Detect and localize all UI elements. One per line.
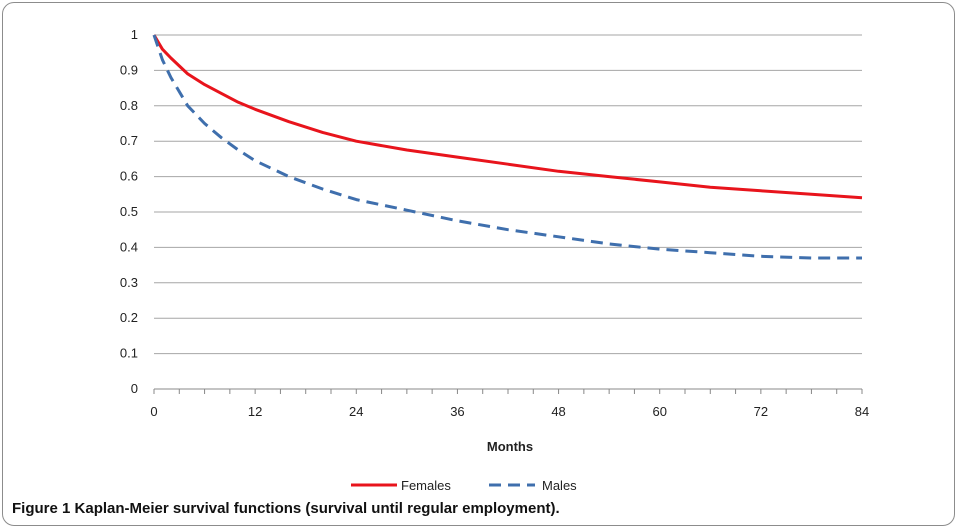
axes xyxy=(153,388,863,394)
y-tick-label: 0.2 xyxy=(120,310,138,325)
figure-caption-label: Figure 1 xyxy=(12,500,71,517)
x-tick-label: 72 xyxy=(754,404,768,419)
legend-label-females: Females xyxy=(401,478,451,493)
y-tick-label: 0 xyxy=(131,381,138,396)
x-tick-labels: 0 12 24 36 48 60 72 84 xyxy=(150,404,869,419)
x-tick-label: 48 xyxy=(551,404,565,419)
series-line-females xyxy=(152,34,863,200)
y-tick-label: 0.6 xyxy=(120,169,138,184)
series-line-males xyxy=(152,34,862,260)
y-tick-label: 1 xyxy=(131,27,138,42)
figure-caption-text: Kaplan-Meier survival functions (surviva… xyxy=(74,500,560,517)
x-tick-label: 84 xyxy=(855,404,869,419)
y-tick-label: 0.4 xyxy=(120,239,138,254)
legend-label-males: Males xyxy=(542,478,577,493)
x-tick-label: 24 xyxy=(349,404,363,419)
y-tick-label: 0.5 xyxy=(120,204,138,219)
legend: Females Males xyxy=(351,478,577,493)
x-tick-label: 12 xyxy=(248,404,262,419)
x-axis-title: Months xyxy=(487,439,533,454)
x-tick-label: 60 xyxy=(652,404,666,419)
survival-chart: 0 0.1 0.2 0.3 0.4 0.5 0.6 0.7 0.8 0.9 1 0 12 24 36 48 6… xyxy=(120,27,869,493)
y-tick-label: 0.9 xyxy=(120,62,138,77)
y-tick-label: 0.1 xyxy=(120,346,138,361)
x-tick-label: 0 xyxy=(150,404,157,419)
y-tick-labels: 0 0.1 0.2 0.3 0.4 0.5 0.6 0.7 0.8 0.9 1 xyxy=(120,27,138,396)
y-tick-label: 0.3 xyxy=(120,275,138,290)
gridlines xyxy=(154,34,862,355)
figure-caption: Figure 1 Kaplan-Meier survival functions… xyxy=(12,500,560,517)
y-tick-label: 0.8 xyxy=(120,98,138,113)
x-tick-label: 36 xyxy=(450,404,464,419)
y-tick-label: 0.7 xyxy=(120,133,138,148)
series-lines xyxy=(152,34,863,260)
